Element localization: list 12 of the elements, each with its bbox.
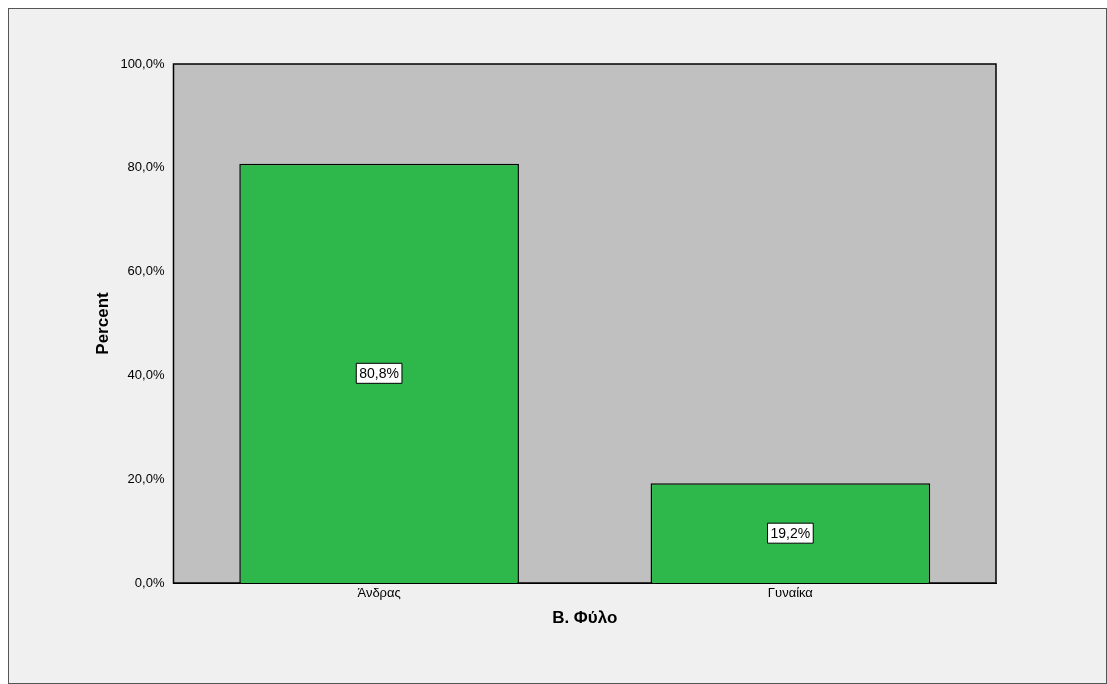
- y-tick-label: 100,0%: [120, 55, 165, 71]
- y-tick-label: 20,0%: [127, 470, 165, 486]
- y-tick-label: 60,0%: [127, 263, 165, 279]
- y-tick-label: 40,0%: [127, 366, 165, 382]
- data-label: 80,8%: [359, 365, 399, 382]
- y-tick-label: 0,0%: [134, 574, 165, 590]
- y-axis-title: Percent: [92, 291, 112, 355]
- x-tick-label: Άνδρας: [357, 585, 401, 601]
- data-label: 19,2%: [770, 525, 811, 542]
- x-tick-label: Γυναίκα: [767, 585, 814, 601]
- x-axis-title: Β. Φύλο: [552, 608, 618, 628]
- y-tick-label: 80,0%: [127, 159, 165, 175]
